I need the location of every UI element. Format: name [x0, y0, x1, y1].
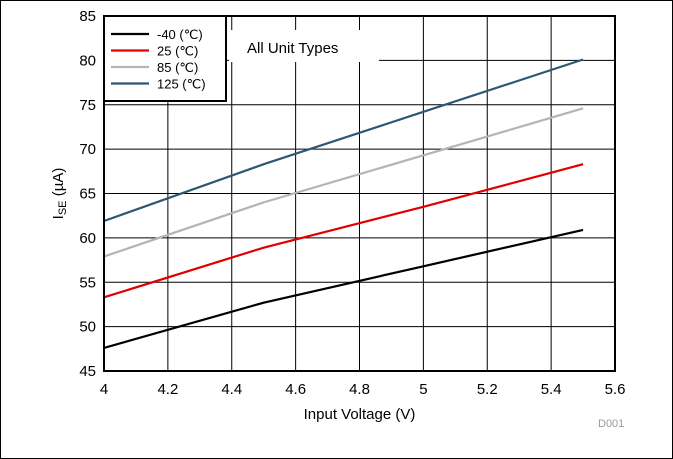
- y-tick-label: 80: [79, 52, 96, 69]
- x-tick-label: 4.2: [157, 381, 178, 398]
- x-tick-label: 5.6: [605, 381, 626, 398]
- y-tick-label: 55: [79, 274, 96, 291]
- y-tick-label: 70: [79, 141, 96, 158]
- y-tick-label: 60: [79, 230, 96, 247]
- x-tick-label: 5: [419, 381, 427, 398]
- series-line-3: [103, 58, 584, 223]
- legend: -40 (℃) 25 (℃)85 (℃) 125 (℃): [103, 15, 227, 102]
- y-tick-label: 65: [79, 186, 96, 203]
- series-line-2: [103, 107, 584, 258]
- x-tick-label: 4: [100, 381, 108, 398]
- x-tick-label: 4.4: [221, 381, 242, 398]
- legend-label-1: 25 (℃): [157, 44, 198, 59]
- x-tick-label: 4.8: [349, 381, 370, 398]
- x-tick-label: 4.6: [285, 381, 306, 398]
- annotation-all-unit-types: All Unit Types: [247, 40, 338, 57]
- annotation-background: [229, 30, 379, 62]
- figure-code: D001: [598, 418, 624, 430]
- series-lines: [103, 58, 584, 349]
- legend-box: [103, 15, 227, 102]
- series-line-1: [103, 163, 584, 299]
- plot-area-border: [103, 15, 616, 372]
- legend-label-3: 125 (℃): [157, 77, 206, 92]
- series-line-0: [103, 228, 584, 349]
- x-tick-label: 5.4: [541, 381, 562, 398]
- x-tick-labels: 4 4.2 4.4 4.6 4.8 5 5.2 5.4 5.6: [100, 381, 626, 398]
- x-axis-label: Input Voltage (V): [304, 406, 416, 423]
- y-tick-label: 45: [79, 363, 96, 380]
- y-tick-label: 75: [79, 97, 96, 114]
- y-tick-label: 85: [79, 8, 96, 25]
- y-tick-label: 50: [79, 319, 96, 336]
- y-axis-label: ISE (µA): [50, 168, 69, 220]
- x-tick-label: 5.2: [477, 381, 498, 398]
- legend-label-2: 85 (℃): [157, 60, 198, 75]
- y-tick-labels: 45 50 55 60 65 70 75 80 85: [79, 8, 96, 380]
- legend-label-0: -40 (℃): [157, 27, 203, 42]
